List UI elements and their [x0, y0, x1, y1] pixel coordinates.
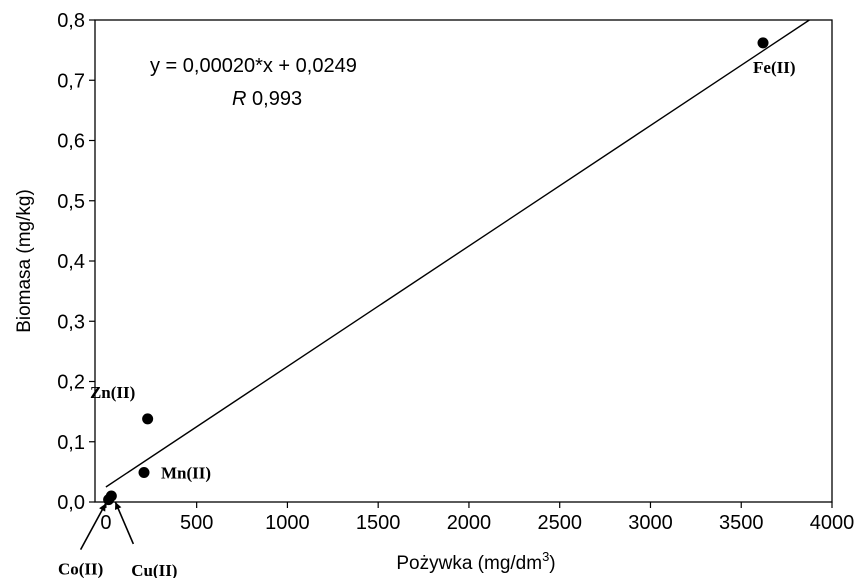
y-tick-label: 0,5 [57, 191, 85, 213]
x-tick-label: 2500 [537, 512, 582, 534]
x-tick-label: 500 [180, 512, 213, 534]
x-axis-ticks: 0 500 1000 1500 2000 2500 3000 3500 4000 [100, 502, 854, 534]
y-tick-label: 0,7 [57, 70, 85, 92]
data-point [138, 466, 150, 478]
y-tick-label: 0,3 [57, 311, 85, 333]
data-point [142, 413, 154, 425]
y-tick-label: 0,1 [57, 432, 85, 454]
y-tick-label: 0,2 [57, 372, 85, 394]
point-annotations: Fe(II) Zn(II) Mn(II) Cu(II) Co(II) [58, 58, 796, 578]
y-tick-label: 0,4 [57, 251, 85, 273]
point-label: Co(II) [58, 560, 103, 578]
x-tick-label: 0 [100, 512, 111, 534]
x-tick-label: 2000 [447, 512, 492, 534]
point-label: Fe(II) [753, 58, 795, 77]
x-axis-title-end: ) [549, 553, 555, 574]
plot-frame [94, 19, 833, 503]
y-tick-label: 0,8 [57, 10, 85, 32]
regression-equation: y = 0,00020*x + 0,0249 [150, 55, 357, 77]
regression-line [105, 19, 810, 488]
callout-arrow [114, 501, 135, 545]
point-label: Zn(II) [90, 383, 135, 402]
arrow-head [99, 503, 106, 512]
point-label: Cu(II) [131, 561, 177, 578]
arrow-head [114, 501, 122, 510]
callout-arrow [79, 503, 107, 550]
x-tick-label: 3000 [628, 512, 673, 534]
r-value: 0,993 [252, 88, 302, 110]
r-symbol: R [232, 88, 246, 110]
y-tick-label: 0,6 [57, 131, 85, 153]
y-axis-title: Biomasa (mg/kg) [14, 189, 35, 333]
correlation-coefficient: R 0,993 [232, 88, 302, 110]
x-tick-label: 3500 [719, 512, 764, 534]
data-point [757, 37, 769, 49]
data-points [103, 37, 769, 506]
x-tick-label: 1000 [265, 512, 310, 534]
data-point [103, 494, 115, 506]
y-tick-label: 0,0 [57, 492, 85, 514]
y-axis-ticks: 0,0 0,1 0,2 0,3 0,4 0,5 0,6 0,7 0,8 [57, 10, 95, 514]
x-tick-label: 4000 [810, 512, 855, 534]
x-axis-title-sup: 3 [542, 549, 549, 564]
x-axis-title: Pożywka (mg/dm3) [396, 549, 555, 574]
point-label: Mn(II) [161, 463, 211, 482]
x-tick-label: 1500 [356, 512, 401, 534]
x-axis-title-main: Pożywka (mg/dm [396, 553, 542, 574]
